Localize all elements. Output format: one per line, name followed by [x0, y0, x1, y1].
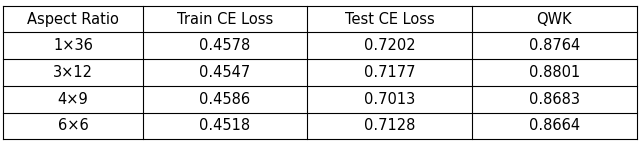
Text: 0.7013: 0.7013	[364, 92, 415, 107]
Text: 0.4547: 0.4547	[199, 65, 251, 80]
Text: 4×9: 4×9	[58, 92, 88, 107]
Text: 0.7128: 0.7128	[364, 118, 415, 133]
Text: 0.4578: 0.4578	[199, 38, 251, 53]
Text: Train CE Loss: Train CE Loss	[177, 12, 273, 27]
Text: 0.8764: 0.8764	[529, 38, 580, 53]
Text: 0.7177: 0.7177	[364, 65, 415, 80]
Text: 3×12: 3×12	[53, 65, 93, 80]
Text: 0.7202: 0.7202	[364, 38, 415, 53]
Text: 6×6: 6×6	[58, 118, 88, 133]
Text: Aspect Ratio: Aspect Ratio	[27, 12, 119, 27]
Text: Test CE Loss: Test CE Loss	[345, 12, 435, 27]
Text: 0.4518: 0.4518	[200, 118, 250, 133]
Text: 0.8664: 0.8664	[529, 118, 580, 133]
Text: 1×36: 1×36	[53, 38, 93, 53]
Text: 0.4586: 0.4586	[200, 92, 250, 107]
Text: 0.8801: 0.8801	[529, 65, 580, 80]
Text: QWK: QWK	[536, 12, 572, 27]
Text: 0.8683: 0.8683	[529, 92, 580, 107]
